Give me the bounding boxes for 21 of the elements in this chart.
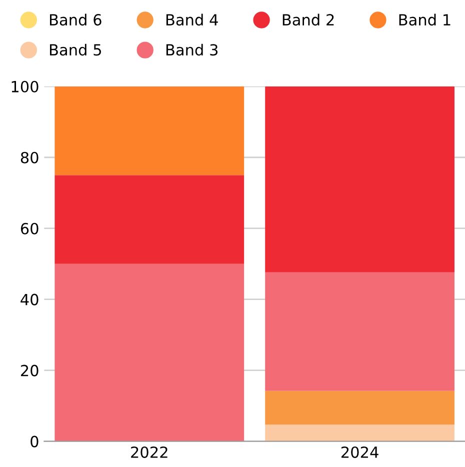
- x-tick-label: 2024: [341, 446, 378, 458]
- legend-label: Band 6: [50, 14, 102, 26]
- y-tick-label: 20: [20, 364, 38, 376]
- legend-label: Band 4: [166, 14, 218, 26]
- bar: [265, 424, 454, 442]
- bar: [54, 264, 244, 442]
- bar: [54, 86, 244, 176]
- y-tick-label: 60: [20, 222, 38, 234]
- y-tick-label: 100: [12, 80, 38, 92]
- x-tick-label: 2022: [131, 446, 168, 458]
- legend-label: Band 5: [50, 44, 101, 56]
- bar: [265, 390, 454, 425]
- legend-label: Band 1: [399, 14, 450, 26]
- legend-label: Band 3: [166, 44, 218, 56]
- bar: [265, 272, 454, 391]
- y-tick-label: 40: [20, 294, 38, 306]
- legend-label: Band 2: [282, 14, 334, 26]
- bar: [54, 175, 244, 264]
- bar: [265, 86, 454, 272]
- y-tick-label: 0: [30, 436, 38, 448]
- y-tick-label: 80: [20, 152, 38, 164]
